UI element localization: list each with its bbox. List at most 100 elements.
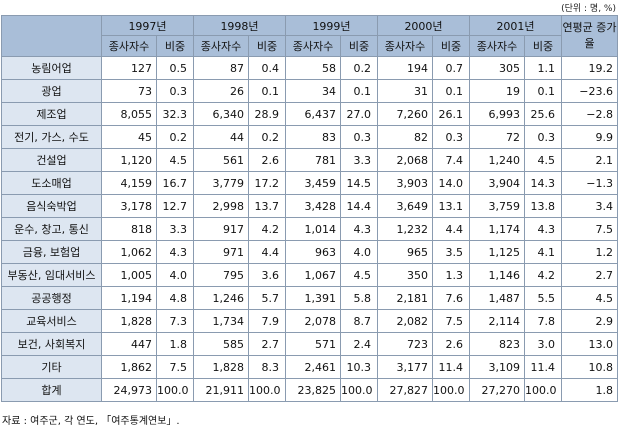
data-row: 광업 73 0.3 26 0.1 34 0.1 31 0.1 19 0.1 −23.6 [1,79,618,103]
cell: 0.1 [340,79,378,103]
cell: 1,734 [193,309,249,333]
row-label: 금융, 보험업 [1,240,102,264]
cell: 3.5 [432,240,470,264]
row-label: 교육서비스 [1,309,102,333]
cell: 6,437 [285,102,341,126]
cell: 11.4 [432,355,470,379]
cell: 0.2 [248,125,286,149]
row-label: 보건, 사회복지 [1,332,102,356]
cell: 14.3 [524,171,562,195]
header-row: 종사자수 비중 종사자수 비중 종사자수 비중 종사자수 비중 종사자수 비중 [2,35,618,57]
cell: 6,340 [193,102,249,126]
cell: 23,825 [285,378,341,402]
cell: 26.1 [432,102,470,126]
cell: 2,082 [377,309,433,333]
cell: 8.7 [340,309,378,333]
cell: 4.4 [248,240,286,264]
cell: 2,114 [469,309,525,333]
cell: 971 [193,240,249,264]
cell: 0.1 [432,79,470,103]
header-row: 1997년 1998년 1999년 2000년 2001년 연평균 증가율 [1,15,618,57]
year-header: 1997년 [101,15,194,36]
sub-header: 비중 [248,35,286,57]
cell: 16.7 [156,171,194,195]
cell: 3.3 [340,148,378,172]
cell: 0.4 [248,56,286,80]
cell: 2,998 [193,194,249,218]
row-label: 광업 [1,79,102,103]
cell: 1,232 [377,217,433,241]
cell: 0.1 [524,79,562,103]
cell: 19.2 [561,56,618,80]
row-label: 음식숙박업 [1,194,102,218]
cell: 100.0 [432,378,470,402]
cell: 4.5 [156,148,194,172]
cell: 26 [193,79,249,103]
cell: 73 [101,79,157,103]
data-row: 합계 24,973 100.0 21,911 100.0 23,825 100.0 27,82… [1,378,618,402]
row-label: 도소매업 [1,171,102,195]
cell: 1.8 [156,332,194,356]
cell: 21,911 [193,378,249,402]
cell: 100.0 [340,378,378,402]
cell: 0.3 [156,79,194,103]
source-note: 자료 : 여주군, 각 연도, 「여주통계연보」. [2,416,180,427]
cell: 1,146 [469,263,525,287]
cell: 3,109 [469,355,525,379]
sub-header: 비중 [340,35,378,57]
cell: 100.0 [156,378,194,402]
cell: 58 [285,56,341,80]
cell: 3.3 [156,217,194,241]
data-row: 제조업 8,055 32.3 6,340 28.9 6,437 27.0 7,260 26.1 6… [1,102,618,126]
cell: 7.8 [524,309,562,333]
cell: 0.3 [432,125,470,149]
data-row: 도소매업 4,159 16.7 3,779 17.2 3,459 14.5 3,903 14.0… [1,171,618,195]
cell: 24,973 [101,378,157,402]
cell: 2.4 [340,332,378,356]
cell: 1,240 [469,148,525,172]
cell: 1,194 [101,286,157,310]
cell: 31 [377,79,433,103]
unit-note: (단위 : 명, %) [561,4,616,14]
cell: 10.8 [561,355,618,379]
data-row: 부동산, 임대서비스 1,005 4.0 795 3.6 1,067 4.5 350 1.3 1,… [1,263,618,287]
data-row: 보건, 사회복지 447 1.8 585 2.7 571 2.4 723 2.6 823 3.0 13… [1,332,618,356]
cell: 72 [469,125,525,149]
cell: 11.4 [524,355,562,379]
cell: 7,260 [377,102,433,126]
cell: 585 [193,332,249,356]
cell: 3,459 [285,171,341,195]
cell: 45 [101,125,157,149]
data-row: 기타 1,862 7.5 1,828 8.3 2,461 10.3 3,177 11.4 3,10… [1,355,618,379]
row-label: 합계 [1,378,102,402]
cell: −2.8 [561,102,618,126]
cell: 4.3 [524,217,562,241]
sub-header: 종사자수 [469,35,525,57]
cell: 100.0 [524,378,562,402]
sub-header: 종사자수 [193,35,249,57]
cell: 7.6 [432,286,470,310]
data-row: 운수, 창고, 통신 818 3.3 917 4.2 1,014 4.3 1,232 4.4 1,… [1,217,618,241]
cell: 7.9 [248,309,286,333]
cell: 4.4 [432,217,470,241]
cell: 4.5 [561,286,618,310]
cell: 350 [377,263,433,287]
cell: 32.3 [156,102,194,126]
cell: 3,903 [377,171,433,195]
sub-header: 종사자수 [101,35,157,57]
cell: 87 [193,56,249,80]
cell: 0.1 [248,79,286,103]
cell: 4.3 [156,240,194,264]
cell: 4.0 [156,263,194,287]
cell: 561 [193,148,249,172]
cell: 13.8 [524,194,562,218]
cell: 0.2 [156,125,194,149]
cell: 27.0 [340,102,378,126]
cell: 14.0 [432,171,470,195]
cell: 2.7 [248,332,286,356]
cell: 13.0 [561,332,618,356]
table: 1997년 1998년 1999년 2000년 2001년 연평균 증가율 종사자수 비중 종사… [1,15,618,402]
cell: 3,428 [285,194,341,218]
corner-cell [1,15,102,57]
cell: 1,067 [285,263,341,287]
